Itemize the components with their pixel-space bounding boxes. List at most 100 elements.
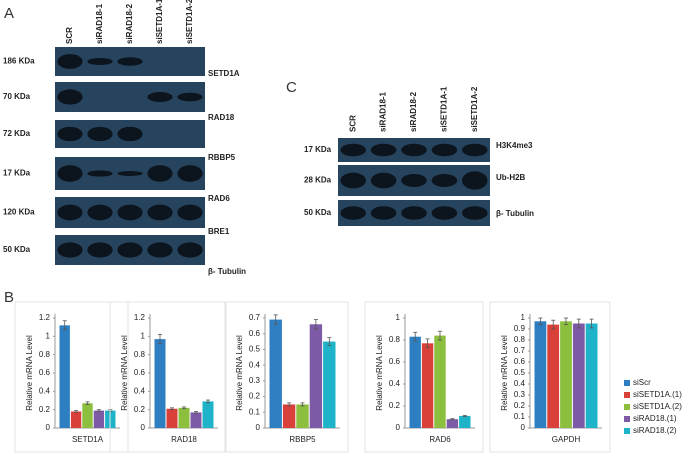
y-tick-label: 0.3 <box>514 390 526 399</box>
x-tick-label: GAPDH <box>552 435 581 444</box>
panel-letter: B <box>4 289 14 306</box>
lane-label: siSETD1A-2 <box>470 86 479 132</box>
y-tick-label: 0.5 <box>249 345 261 354</box>
y-tick-label: 0.1 <box>514 412 526 421</box>
y-tick-label: 0.7 <box>249 313 261 322</box>
y-tick-label: 0.2 <box>134 405 146 414</box>
bar <box>190 412 202 428</box>
bar <box>446 419 459 428</box>
y-tick-label: 0.7 <box>514 346 526 355</box>
error-bar <box>62 320 67 331</box>
band <box>370 172 397 189</box>
bar <box>421 343 434 428</box>
bar <box>572 323 585 428</box>
legend-swatch <box>624 428 630 434</box>
error-bar <box>576 318 581 329</box>
y-tick-label: 0.2 <box>389 401 401 410</box>
band <box>431 174 458 187</box>
y-tick-label: 0.5 <box>514 368 526 377</box>
y-tick-label: 0.2 <box>249 392 261 401</box>
x-tick-label: RAD6 <box>429 435 451 444</box>
lane-label: SCR <box>348 115 357 132</box>
band <box>431 206 458 220</box>
y-tick-label: 1 <box>396 313 401 322</box>
y-tick-label: 0.6 <box>39 368 51 377</box>
bar <box>296 404 309 428</box>
y-tick-label: 0 <box>396 423 401 432</box>
mass-label: 186 KDa <box>3 57 35 66</box>
band <box>340 143 366 157</box>
y-axis-label: Relative mRNA Level <box>120 335 129 411</box>
y-tick-label: 0.2 <box>514 401 526 410</box>
error-bar <box>287 402 292 407</box>
band <box>57 54 83 69</box>
y-tick-label: 0.4 <box>39 386 51 395</box>
y-tick-label: 0 <box>46 423 51 432</box>
bar <box>202 401 214 428</box>
chart-frame <box>224 301 349 453</box>
bar <box>560 321 572 428</box>
bar <box>154 339 166 428</box>
protein-label: RBBP5 <box>208 153 236 162</box>
bar <box>282 404 296 428</box>
bar <box>166 408 178 428</box>
band <box>57 89 83 105</box>
band <box>177 204 203 221</box>
band <box>87 170 113 177</box>
error-bar <box>313 319 318 330</box>
y-tick-label: 0 <box>521 423 526 432</box>
error-bar <box>551 319 556 330</box>
error-bar <box>462 414 467 417</box>
lane-label: siSETD1A-2 <box>185 0 194 44</box>
error-bar <box>85 401 90 406</box>
band <box>340 206 366 220</box>
legend-swatch <box>624 404 630 410</box>
x-tick-label: RAD18 <box>171 435 197 444</box>
legend-label: siRAD18.(2) <box>633 426 677 435</box>
x-tick-label: RBBP5 <box>289 435 316 444</box>
error-bar <box>413 331 418 342</box>
y-tick-label: 0.6 <box>134 368 146 377</box>
error-bar <box>327 337 332 346</box>
mass-label: 50 KDa <box>3 245 31 254</box>
legend-label: siSETD1A.(2) <box>633 402 682 411</box>
band <box>370 143 397 157</box>
lane-label: siRAD18-1 <box>379 91 388 132</box>
error-bar <box>182 406 186 410</box>
error-bar <box>438 330 442 341</box>
chart-frame <box>364 301 484 453</box>
y-tick-label: 0.4 <box>249 360 261 369</box>
bar <box>269 319 282 428</box>
mass-label: 28 KDa <box>304 176 332 185</box>
band <box>57 242 83 258</box>
error-bar <box>74 410 79 413</box>
band <box>177 165 203 182</box>
band <box>177 242 203 258</box>
protein-label: RAD6 <box>208 194 230 203</box>
error-bar <box>564 317 568 326</box>
band <box>57 165 83 182</box>
panel-letter: A <box>4 5 14 22</box>
band <box>57 204 83 221</box>
protein-label: H3K4me3 <box>496 141 533 150</box>
protein-label: β- Tubulin <box>208 267 246 276</box>
error-bar <box>300 402 305 407</box>
lane-label: siRAD18-2 <box>409 91 418 132</box>
band <box>401 206 427 220</box>
panel-letter: C <box>286 79 297 96</box>
band <box>401 174 427 187</box>
y-tick-label: 0.2 <box>39 405 51 414</box>
band <box>87 57 113 66</box>
y-tick-label: 0 <box>141 423 146 432</box>
legend-swatch <box>624 380 630 386</box>
bar <box>409 336 421 428</box>
band <box>147 92 173 102</box>
band <box>462 143 488 157</box>
mass-label: 70 KDa <box>3 92 31 101</box>
y-tick-label: 0.1 <box>249 407 261 416</box>
bar <box>59 325 70 428</box>
chart-frame <box>14 301 129 453</box>
chart-frame <box>109 301 227 453</box>
band <box>87 126 113 142</box>
